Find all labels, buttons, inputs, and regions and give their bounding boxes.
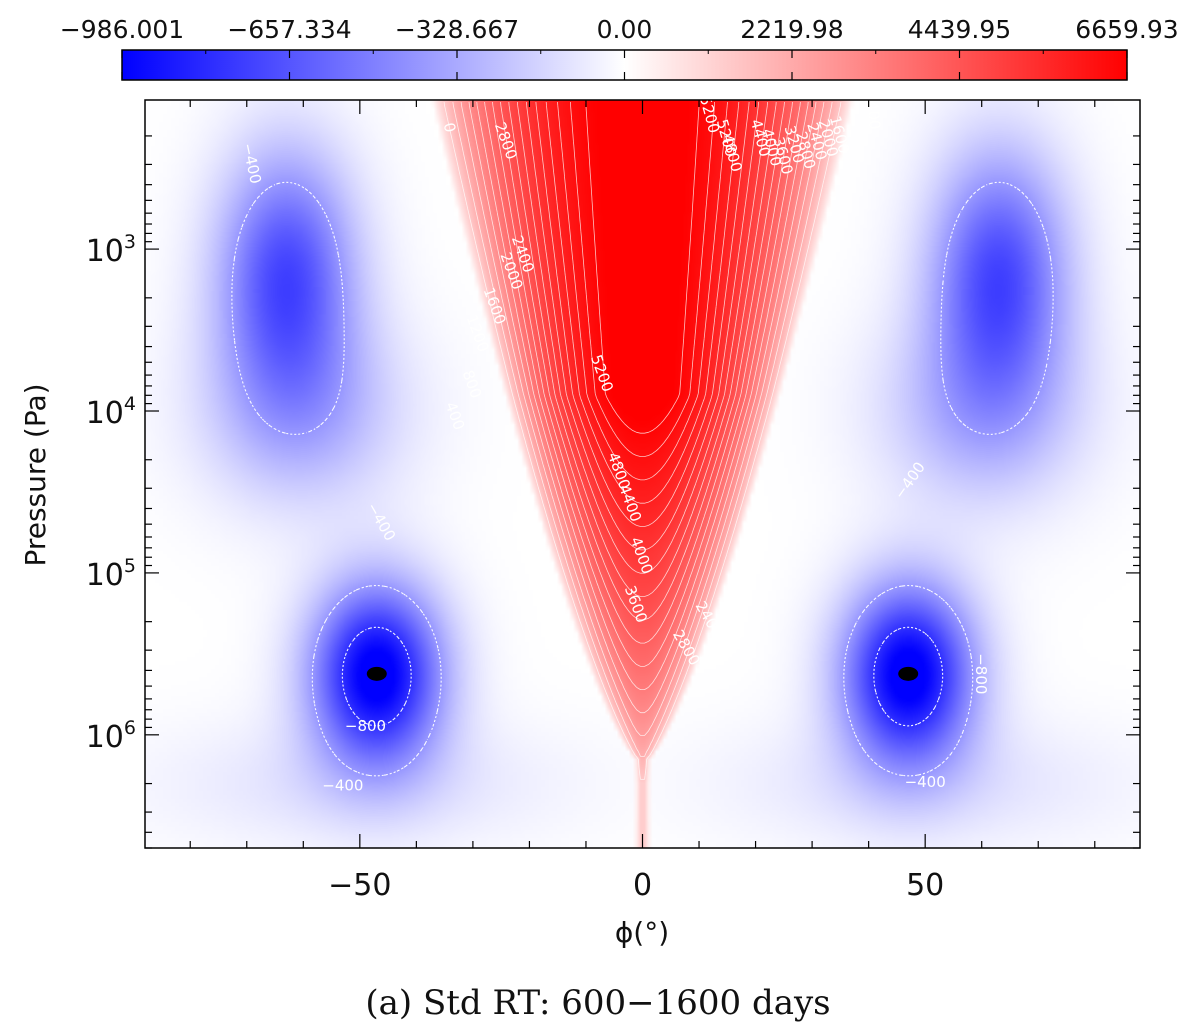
colorbar-tick-label: 4439.95 bbox=[908, 15, 1011, 44]
minimum-marker bbox=[898, 666, 919, 681]
contour-line bbox=[517, 101, 768, 574]
minimum-marker bbox=[366, 666, 387, 681]
contour-line bbox=[526, 101, 759, 551]
x-tick-label: 50 bbox=[906, 868, 944, 903]
contour-line bbox=[341, 626, 944, 727]
contour-label: −800 bbox=[345, 717, 386, 735]
axis-ticks: −50 0 50 103 104 105 106 bbox=[86, 100, 1140, 903]
contour-line bbox=[468, 101, 817, 714]
contour-line bbox=[500, 101, 785, 621]
y-tick-label: 105 bbox=[86, 555, 136, 593]
colorbar-tick-label: −986.001 bbox=[60, 15, 184, 44]
colorbar-tick-label: 2219.98 bbox=[740, 15, 843, 44]
colorbar-tick-label: 0.00 bbox=[597, 15, 653, 44]
contour-line bbox=[545, 101, 740, 504]
contour-line bbox=[460, 101, 825, 736]
x-tick-label: 0 bbox=[633, 868, 652, 903]
contour-label: −800 bbox=[972, 653, 990, 694]
y-tick-label: 103 bbox=[86, 231, 136, 269]
contour-label: 0 bbox=[440, 121, 460, 134]
colorbar-tick-label: 6659.93 bbox=[1075, 15, 1178, 44]
y-axis-title: Pressure (Pa) bbox=[19, 383, 52, 566]
contour-line bbox=[492, 101, 793, 644]
contour-line bbox=[476, 101, 809, 690]
colorbar: −986.001 −657.334 −328.667 0.00 2219.98 4439.… bbox=[60, 15, 1179, 81]
contour-label: 400 bbox=[863, 100, 883, 130]
y-tick-label: 104 bbox=[86, 393, 136, 431]
colorbar-tick-label: −328.667 bbox=[395, 15, 519, 44]
contour-line bbox=[570, 101, 715, 457]
minimum-markers bbox=[366, 666, 919, 681]
x-axis-title: ϕ(°) bbox=[615, 916, 669, 949]
contour-line bbox=[443, 101, 842, 780]
colorbar-tick-label: −657.334 bbox=[227, 15, 351, 44]
figure-caption: (a) Std RT: 600−1600 days bbox=[365, 983, 830, 1023]
colorbar-ticks: −986.001 −657.334 −328.667 0.00 2219.98 4439.… bbox=[60, 15, 1179, 80]
y-tick-label: 106 bbox=[86, 717, 136, 755]
heatmap-field bbox=[145, 100, 1140, 848]
contour-line bbox=[231, 181, 1054, 777]
contour-label: −400 bbox=[322, 776, 363, 794]
contour-line bbox=[535, 101, 750, 527]
x-tick-label: −50 bbox=[328, 868, 391, 903]
contour-label: −400 bbox=[905, 773, 946, 791]
contour-lines bbox=[231, 101, 1054, 780]
heatmap-plot: −4000 28002400200016001200800400520052004… bbox=[86, 99, 1141, 903]
contour-line bbox=[508, 101, 777, 597]
contour-line bbox=[557, 101, 728, 481]
contour-line bbox=[452, 101, 833, 757]
contour-line bbox=[484, 101, 801, 667]
